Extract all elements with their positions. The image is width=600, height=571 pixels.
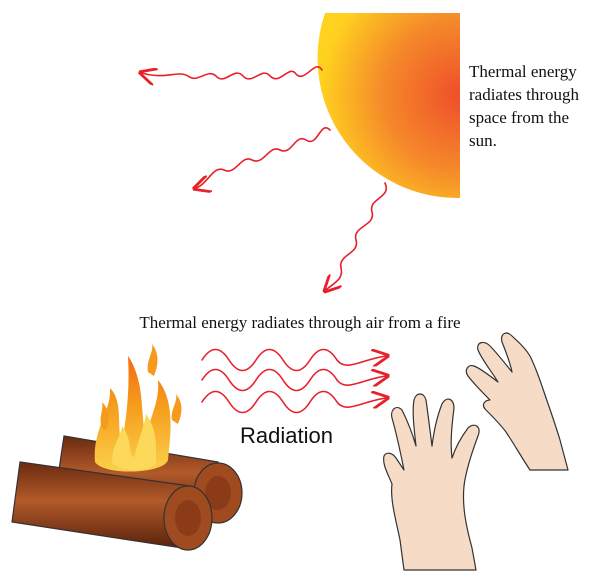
heat-ray-arrow-icon (326, 182, 388, 290)
sun-caption-line: sun. (469, 131, 497, 150)
left-hand (383, 393, 480, 571)
sun-caption: Thermal energy radiates through space fr… (469, 60, 597, 152)
heat-ray-arrow-icon (201, 370, 386, 392)
right-hand (465, 332, 569, 471)
radiation-label: Radiation (240, 423, 333, 448)
fire-rays (201, 350, 386, 414)
heat-ray-arrow-icon (201, 350, 386, 372)
fire-caption: Thermal energy radiates through air from… (139, 313, 461, 332)
heat-ray-arrow-icon (196, 127, 331, 188)
heat-ray-arrow-icon (142, 66, 323, 79)
sun-rays (142, 66, 388, 290)
sun-icon (317, 13, 460, 199)
heat-ray-arrow-icon (201, 392, 386, 414)
sun-caption-line: radiates through (469, 85, 579, 104)
campfire-icon (11, 344, 243, 551)
sun-caption-line: space from the (469, 108, 570, 127)
sun-caption-line: Thermal energy (469, 62, 577, 81)
flames (94, 344, 182, 472)
hands-icon (383, 332, 569, 571)
